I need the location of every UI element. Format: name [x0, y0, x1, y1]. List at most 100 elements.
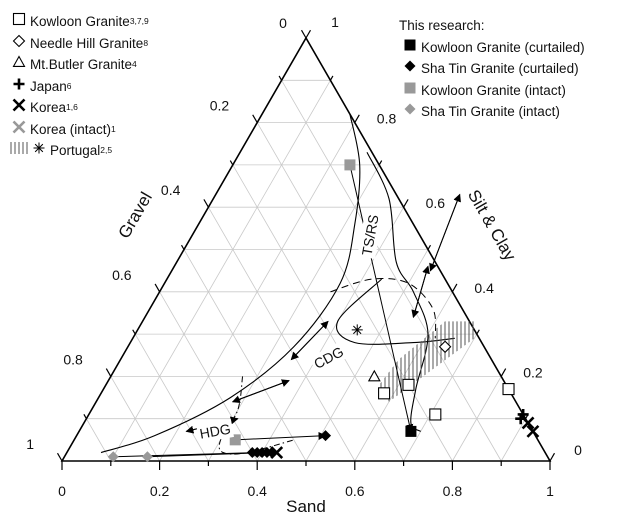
legend-item: Kowloon Granite (curtailed) [399, 37, 585, 59]
tick-mark [278, 75, 283, 81]
data-point-open-square [378, 387, 391, 400]
legend-label: Kowloon Granite (intact) [421, 82, 566, 98]
legend-marker-shape-stroke [12, 98, 26, 112]
data-point-cross-stroke [521, 416, 535, 430]
chart-frame [56, 29, 556, 470]
grid-line [134, 333, 209, 462]
data-point-grey-square [344, 159, 356, 171]
annotation-hdg-background [196, 419, 234, 443]
tick-mark [252, 114, 258, 123]
legend-label: Portugal [50, 143, 101, 158]
grid-line [110, 80, 331, 462]
tick-mark [229, 160, 234, 166]
legend-marker-shape [12, 34, 26, 47]
legend-label: Korea (intact) [30, 121, 112, 137]
grid-line [256, 122, 453, 462]
tick-mark [154, 283, 161, 293]
legend-reference: 4 [132, 59, 137, 69]
data-point-cross [526, 424, 540, 438]
legend-research-title: This research: [399, 18, 485, 33]
grid-line [183, 249, 307, 462]
legend-label: Korea [30, 100, 67, 115]
zone-arrow [231, 380, 290, 404]
tick-label-gravel: 0.2 [210, 98, 230, 114]
tick-label-silt-clay: 1 [331, 14, 339, 30]
legend-marker [8, 140, 50, 162]
legend-marker-cross [12, 98, 26, 112]
axis-label-silt-clay: Silt & Clay [464, 187, 520, 265]
legend-marker-shape [404, 82, 416, 93]
data-point-open-square [429, 408, 442, 421]
tick-mark [56, 452, 63, 462]
tick-mark [329, 75, 334, 81]
tick-mark [83, 414, 87, 419]
tick-mark [500, 368, 507, 377]
tick-label-sand: 1 [546, 483, 554, 499]
grid-line [403, 333, 478, 462]
legend-reference: 6 [66, 80, 72, 91]
legend-label: Kowloon Granite (curtailed) [421, 39, 585, 55]
legend-marker-grey-square [404, 82, 416, 93]
tick-mark [300, 29, 307, 39]
legend-item: Korea 1,6 [8, 97, 149, 119]
grid-line [305, 249, 429, 462]
legend-marker-grey-cross [12, 120, 26, 133]
tick-label-silt-clay: 0.2 [523, 364, 543, 380]
grid-line [500, 418, 526, 462]
legend-item: Korea (intact) 1 [8, 119, 149, 141]
tick-label-sand: 0.6 [345, 483, 365, 499]
legend-item: Mt.Butler Granite 4 [8, 54, 149, 76]
tick-label-sand: 0.8 [443, 483, 463, 499]
legend-reference: 8 [143, 37, 149, 48]
legend-reference: 1 [111, 123, 116, 134]
legend-item: Kowloon Granite 3,7,9 [8, 11, 149, 33]
data-point-grey-square [229, 434, 241, 446]
tick-mark [180, 244, 185, 250]
legend-marker-plus [13, 78, 25, 89]
legend-marker [8, 33, 30, 55]
tick-mark [378, 160, 383, 166]
legend-reference: 2,5 [100, 145, 113, 155]
legend-item: Sha Tin Granite (intact) [399, 101, 585, 123]
data-point-open-square [402, 378, 415, 391]
tick-mark [451, 283, 458, 293]
tick-label-silt-clay: 0.6 [426, 195, 446, 211]
trend-arrows [113, 164, 461, 458]
zone-boundary-dashed [330, 277, 437, 339]
legend-marker [8, 76, 30, 98]
legend-marker-open-diamond [12, 34, 26, 47]
tick-mark [403, 199, 409, 208]
legend-marker-shape [404, 39, 416, 50]
legend-marker-open-triangle [12, 55, 26, 67]
tick-label-gravel: 1 [26, 436, 34, 452]
legend-marker-shape [12, 120, 26, 133]
tick-label-gravel: 0.6 [112, 267, 132, 283]
tick-label-sand: 0.2 [150, 483, 170, 499]
legend-marker-shape [12, 98, 26, 112]
zone-boundary-line [100, 113, 361, 454]
data-point-open-triangle [367, 369, 381, 382]
legend-reference: 3,7,9 [129, 16, 149, 26]
annotation-cdg-background [308, 341, 349, 374]
legend-marker [399, 80, 421, 102]
trend-arrow [349, 164, 414, 433]
legend-marker [399, 37, 421, 59]
legend-label: Sha Tin Granite (intact) [421, 104, 560, 119]
data-points [107, 159, 540, 463]
legend-label: Needle Hill Granite [30, 35, 144, 51]
grid-line [86, 418, 112, 462]
annotation-hdg: HDG [198, 420, 231, 441]
legend-marker [8, 97, 30, 119]
legend-asterisk [33, 142, 45, 154]
axis-labels: Sand Gravel Silt & Clay [114, 187, 519, 516]
data-point-cross [521, 416, 535, 430]
grid-line [110, 376, 160, 462]
data-point-open-diamond [438, 340, 452, 354]
tick-label-gravel: 0.8 [63, 351, 83, 367]
data-point-grey-diamond [107, 451, 119, 463]
legend-marker [8, 11, 30, 33]
legend-marker-shape-stroke [12, 120, 26, 133]
axis-label-gravel: Gravel [114, 189, 155, 242]
zone-boundary-line [366, 151, 429, 432]
data-point-cross-stroke [526, 424, 540, 438]
